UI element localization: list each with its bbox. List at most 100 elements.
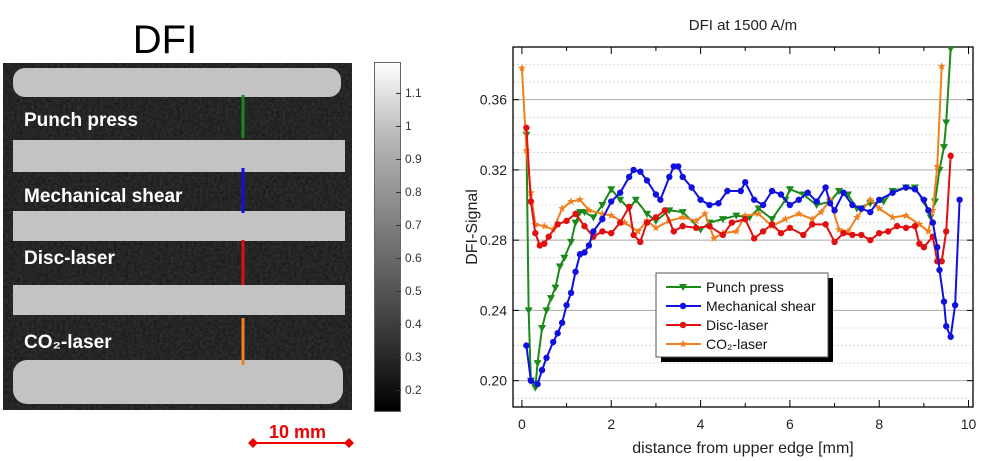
data-point [666, 173, 673, 181]
data-point [902, 211, 910, 219]
data-point [840, 189, 847, 196]
chart-title: DFI at 1500 A/m [689, 17, 797, 34]
data-point [822, 184, 829, 191]
data-point [678, 209, 687, 217]
data-point [849, 201, 856, 209]
data-point [866, 195, 875, 204]
colorbar-tick-label: 0.4 [405, 317, 422, 331]
data-point [875, 204, 884, 212]
data-point [637, 238, 644, 246]
data-point [598, 202, 607, 210]
colorbar-tick-label: 0.9 [405, 152, 422, 166]
data-point [590, 228, 597, 235]
data-point [835, 225, 843, 233]
data-point [777, 229, 785, 237]
data-point [943, 228, 950, 235]
data-point [527, 377, 535, 384]
series-disc-laser [523, 124, 954, 265]
data-point [931, 198, 940, 206]
colorbar-tick [396, 291, 401, 292]
colorbar-tick-label: 0.5 [405, 284, 422, 298]
data-point [675, 163, 682, 170]
data-point [916, 240, 923, 247]
data-point [697, 196, 704, 203]
data-point [637, 168, 644, 175]
data-point [786, 224, 794, 232]
data-point [911, 222, 919, 230]
data-point [732, 227, 741, 235]
dfi-image [3, 63, 352, 410]
colorbar-tick [396, 357, 401, 358]
label-co2-laser: CO₂-laser [24, 332, 112, 353]
label-punch-press: Punch press [24, 110, 139, 131]
data-point [625, 203, 633, 211]
data-point [608, 229, 615, 237]
data-point [541, 240, 548, 247]
data-point [849, 231, 856, 239]
data-point [678, 213, 687, 221]
data-point [545, 233, 552, 240]
y-tick-label: 0.24 [480, 302, 507, 318]
data-point [688, 184, 695, 191]
data-point [808, 214, 817, 223]
data-point [804, 189, 811, 196]
data-point [800, 231, 807, 239]
data-point [936, 266, 943, 274]
data-point [902, 184, 910, 191]
data-point [750, 196, 758, 203]
data-point [888, 213, 897, 221]
series-line [525, 165, 961, 386]
data-point [781, 214, 790, 223]
data-point [543, 354, 550, 362]
colorbar-tick [396, 93, 401, 94]
data-point [938, 258, 945, 265]
data-point [661, 207, 669, 214]
label-disc-laser: Disc-laser [24, 248, 115, 269]
data-point [607, 211, 616, 219]
data-point [706, 222, 713, 230]
data-point [652, 214, 660, 221]
colorbar-tick [396, 225, 401, 226]
y-tick-label: 0.36 [480, 92, 507, 108]
data-point [643, 219, 651, 226]
data-point [777, 191, 785, 198]
data-point [589, 214, 598, 222]
series-co-laser [517, 62, 946, 242]
data-point [831, 238, 838, 246]
data-point [947, 152, 954, 160]
data-point [947, 333, 954, 340]
data-point [523, 124, 530, 131]
data-point [822, 221, 829, 228]
colorbar [374, 62, 401, 412]
data-point [867, 208, 874, 216]
x-tick-label: 8 [875, 416, 883, 432]
data-point [670, 163, 677, 170]
data-point [701, 209, 709, 218]
data-point [554, 330, 561, 337]
data-point [527, 198, 535, 205]
data-point [657, 196, 664, 203]
data-point [551, 284, 560, 292]
data-point [826, 200, 834, 207]
data-point [840, 229, 847, 237]
data-point [924, 227, 933, 235]
data-point [742, 215, 749, 223]
data-point [580, 209, 589, 217]
data-point [630, 231, 637, 239]
data-point [929, 219, 937, 226]
data-point [652, 191, 660, 198]
data-point [715, 200, 722, 207]
data-point [742, 179, 749, 186]
data-point [581, 249, 588, 256]
data-point [571, 219, 580, 227]
data-point [542, 307, 551, 315]
x-tick-label: 6 [786, 416, 794, 432]
data-point [858, 231, 865, 239]
data-point [679, 284, 687, 291]
data-point [598, 209, 607, 218]
data-point [631, 196, 640, 204]
data-point [884, 228, 892, 235]
x-tick-label: 2 [607, 416, 615, 432]
data-point [947, 47, 954, 53]
colorbar-tick-label: 0.8 [405, 185, 422, 199]
